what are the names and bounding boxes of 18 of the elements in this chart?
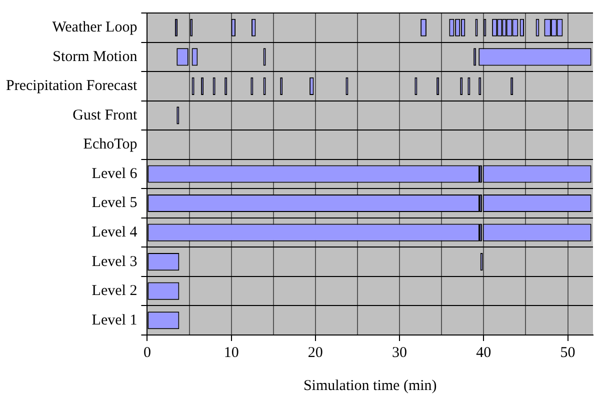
y-tick-label: Level 6	[92, 166, 138, 182]
y-tick-label: Level 4	[92, 224, 138, 240]
y-tick-label: EchoTop	[83, 136, 138, 153]
x-axis-title: Simulation time (min)	[303, 378, 437, 394]
y-tick-label: Weather Loop	[52, 20, 138, 36]
y-tick-label: Level 2	[92, 283, 138, 300]
y-tick-label: Precipitation Forecast	[6, 78, 138, 94]
x-tick-label: 10	[224, 344, 239, 361]
x-tick-label: 0	[143, 344, 151, 361]
y-tick-label: Gust Front	[72, 107, 138, 124]
x-tick-label: 50	[560, 344, 576, 361]
x-tick-label: 30	[392, 344, 408, 361]
y-tick-label: Level 1	[92, 312, 138, 328]
y-tick-label: Level 3	[92, 254, 138, 270]
y-tick-label: Storm Motion	[52, 48, 138, 65]
x-tick-label: 40	[476, 344, 492, 361]
x-tick-label: 20	[308, 344, 323, 361]
y-tick-label: Level 5	[92, 195, 138, 212]
